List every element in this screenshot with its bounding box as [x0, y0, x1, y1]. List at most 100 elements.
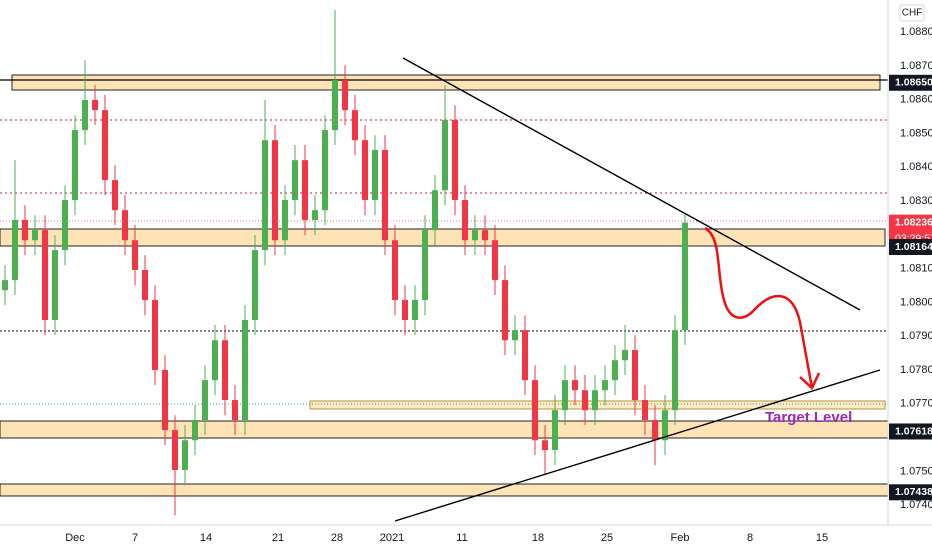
candle-body — [452, 119, 458, 201]
zone — [0, 228, 886, 247]
price-label: 1.08164 — [895, 241, 932, 253]
candle-body — [122, 210, 128, 241]
x-tick-label: 7 — [132, 532, 138, 544]
candle-body — [352, 110, 358, 141]
candle-body — [672, 330, 678, 411]
y-tick-label: 1.07400 — [900, 499, 932, 511]
candle-body — [492, 240, 498, 281]
x-tick-label: 21 — [272, 532, 284, 544]
drawings: Target Level — [394, 57, 881, 522]
x-tick-label: 15 — [816, 532, 828, 544]
trend-line — [394, 369, 881, 522]
arrow-head — [799, 372, 821, 391]
candle-body — [502, 280, 508, 341]
price-label-box — [889, 74, 932, 91]
price-label-box — [889, 238, 932, 255]
candle-body — [572, 380, 578, 391]
candle-body — [2, 280, 8, 291]
candle-body — [202, 380, 208, 420]
candle-body — [562, 380, 568, 411]
candles — [2, 10, 688, 516]
candle-body — [132, 240, 138, 270]
candle-body — [142, 269, 148, 301]
x-tick-label: Feb — [671, 532, 690, 544]
candle-body — [622, 350, 628, 361]
candle-body — [32, 230, 38, 241]
candle-body — [222, 340, 228, 401]
x-tick-label: 14 — [200, 532, 212, 544]
candle-body — [392, 240, 398, 301]
candle-body — [612, 360, 618, 381]
candle-body — [52, 250, 58, 320]
candle-body — [642, 400, 648, 420]
x-tick-label: 28 — [331, 532, 343, 544]
currency-box — [899, 4, 925, 22]
candle-body — [22, 219, 28, 241]
candle-body — [362, 140, 368, 201]
candle-body — [332, 80, 338, 131]
candle-body — [42, 230, 48, 320]
candle-body — [212, 340, 218, 381]
x-tick-label: 18 — [532, 532, 544, 544]
candle-body — [272, 140, 278, 241]
price-label: 1.08650 — [895, 77, 932, 89]
candle-body — [382, 150, 388, 241]
y-tick-label: 1.08300 — [900, 195, 932, 207]
candle-body — [12, 219, 18, 281]
candle-body — [462, 200, 468, 241]
y-tick-label: 1.08600 — [900, 94, 932, 106]
candle-body — [472, 230, 478, 241]
candle-body — [322, 130, 328, 211]
candle-body — [192, 419, 198, 441]
candle-body — [82, 100, 88, 131]
y-tick-label: 1.07700 — [900, 398, 932, 410]
candle-body — [512, 330, 518, 341]
x-tick-label: 25 — [601, 532, 613, 544]
x-tick-label: 8 — [747, 532, 753, 544]
candle-body — [482, 230, 488, 241]
y-tick-label: 1.07800 — [900, 364, 932, 376]
price-label: 1.08236 — [895, 216, 932, 228]
y-tick-label: 1.07500 — [900, 465, 932, 477]
candle-body — [602, 380, 608, 391]
candle-body — [582, 390, 588, 411]
forecast-arrow — [704, 226, 814, 389]
currency: CHF — [902, 8, 923, 19]
candle-body — [432, 190, 438, 231]
candle-body — [402, 300, 408, 320]
candle-body — [412, 300, 418, 320]
candle-body — [262, 140, 268, 251]
price-label-box — [889, 484, 932, 501]
zone — [0, 420, 889, 439]
candle-body — [372, 150, 378, 201]
candle-body — [592, 390, 598, 411]
candle-body — [542, 440, 548, 451]
candle-body — [552, 410, 558, 451]
price-label-box — [889, 423, 932, 440]
candle-body — [312, 210, 318, 220]
candle-body — [682, 222, 688, 331]
x-tick-label: 11 — [456, 532, 467, 544]
candle-body — [252, 250, 258, 320]
x-tick-label: 2021 — [380, 532, 404, 544]
candle-body — [442, 119, 448, 191]
candle-body — [342, 80, 348, 111]
candle-body — [232, 400, 238, 420]
price-label: 1.07438 — [895, 486, 932, 498]
candle-body — [162, 369, 168, 431]
candle-body — [302, 160, 308, 220]
candle-body — [522, 330, 528, 381]
y-tick-label: 1.07900 — [900, 330, 932, 342]
candle-body — [532, 380, 538, 441]
candle-body — [282, 200, 288, 241]
candle-body — [292, 160, 298, 201]
candle-body — [662, 410, 668, 441]
candle-body — [652, 419, 658, 441]
y-tick-label: 1.08000 — [900, 296, 932, 308]
candle-body — [112, 180, 118, 211]
x-tick-label: Dec — [65, 532, 85, 544]
candle-body — [632, 350, 638, 401]
annotation: Target Level — [765, 409, 852, 426]
y-tick-label: 1.08700 — [900, 60, 932, 72]
